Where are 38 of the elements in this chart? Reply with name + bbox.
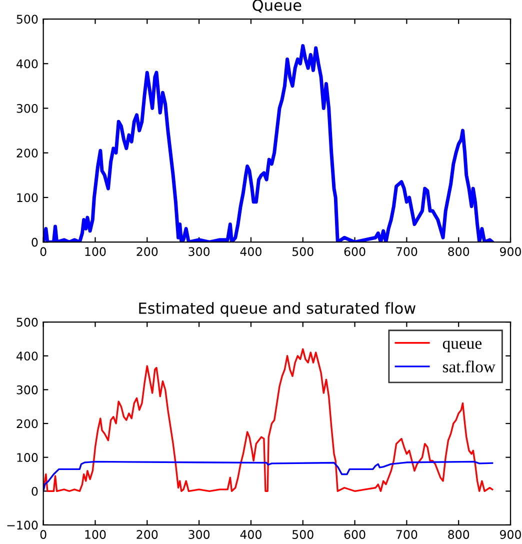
x-tick-label: 300 — [188, 530, 210, 539]
x-tick-label: 200 — [136, 247, 158, 256]
y-tick-label: 100 — [17, 193, 38, 202]
x-tick-label: 300 — [188, 247, 210, 256]
x-tick-label: 500 — [292, 530, 314, 539]
x-tick-label: 900 — [500, 247, 521, 256]
x-tick-label: 600 — [344, 530, 366, 539]
y-tick-label: 400 — [16, 59, 38, 68]
y-tick-label: 0 — [32, 238, 38, 247]
x-tick-label: 0 — [40, 247, 46, 256]
x-tick-label: 400 — [240, 530, 262, 539]
y-tick-label: 500 — [16, 318, 38, 327]
y-tick-label: 400 — [16, 352, 38, 361]
x-tick-label: 700 — [396, 530, 418, 539]
y-tick-label: 100 — [17, 453, 38, 462]
y-tick-label: 200 — [16, 419, 38, 428]
x-tick-label: 900 — [500, 530, 521, 539]
y-tick-label: 0 — [32, 486, 38, 496]
x-tick-label: 500 — [292, 247, 314, 256]
line-series — [43, 460, 494, 492]
y-tick-label: 500 — [16, 14, 38, 24]
x-tick-label: 400 — [240, 247, 262, 256]
x-tick-label: 200 — [136, 530, 158, 539]
x-tick-label: 0 — [40, 530, 46, 539]
x-tick-label: 800 — [448, 247, 470, 256]
x-tick-label: 800 — [448, 530, 470, 539]
y-tick-label: 300 — [16, 385, 38, 394]
x-tick-label: 700 — [396, 247, 418, 256]
x-tick-label: 600 — [344, 247, 366, 256]
x-tick-label: 100 — [85, 530, 106, 539]
legend-label: sat.flow — [442, 360, 496, 372]
x-tick-label: 100 — [85, 247, 106, 256]
y-tick-label: 200 — [16, 148, 38, 158]
legend-label: queue — [442, 340, 482, 352]
y-tick-label: −100 — [7, 520, 38, 530]
y-tick-label: 300 — [16, 104, 38, 113]
chart-title: Estimated queue and saturated flow — [139, 302, 416, 317]
line-series — [43, 44, 494, 242]
